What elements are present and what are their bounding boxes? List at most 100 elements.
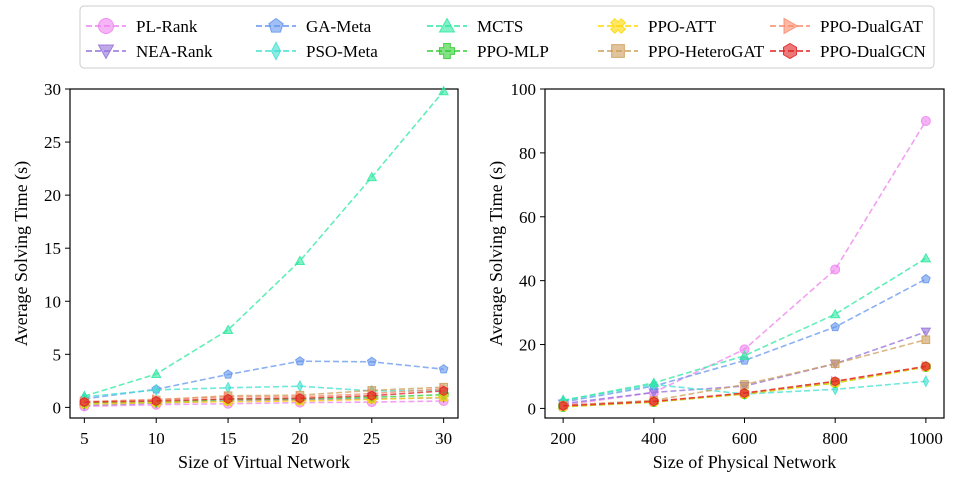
y-tick-label: 60 [519,208,536,227]
series-line-ppo-heterogat [84,386,444,403]
legend-marker-tri-up-icon [438,17,456,33]
data-point-ppo-heterogat [740,380,749,389]
legend-marker-thin-diamond-icon [270,41,282,61]
legend-label: PL-Rank [136,17,198,36]
series-ppo-dualgcn [558,361,931,411]
legend-marker-hexagon-icon [783,42,797,60]
data-point-ppo-dualgcn [151,395,161,407]
x-tick-label: 30 [435,429,452,448]
legend-item-nea-rank: NEA-Rank [86,42,213,61]
data-point-ga-meta [295,356,305,366]
y-tick-label: 80 [519,144,536,163]
series-line-ga-meta [84,360,444,400]
data-point-mcts [438,85,449,96]
series-line-pso-meta [84,385,444,398]
y-tick-label: 15 [44,239,61,258]
x-axis-label: Size of Physical Network [653,452,836,472]
y-tick-label: 10 [44,292,61,311]
legend-label: PPO-HeteroGAT [648,42,765,61]
y-axis-label: Average Solving Time (s) [486,161,507,346]
data-point-ppo-heterogat [921,335,931,345]
legend-item-ppo-dualgcn: PPO-DualGCN [770,42,926,61]
data-point-mcts [150,368,162,379]
data-point-ga-meta [830,321,841,332]
legend-label: GA-Meta [306,17,372,36]
series-line-pl-rank [84,400,444,408]
legend-item-mcts: MCTS [427,17,523,36]
legend-item-ppo-dualgat: PPO-DualGAT [770,17,924,36]
y-tick-label: 5 [53,345,62,364]
data-point-ppo-dualgcn [558,400,568,411]
series-line-mcts [562,257,927,402]
y-tick-label: 25 [44,133,61,152]
data-point-mcts [829,308,841,319]
data-point-ppo-dualgcn [295,393,305,404]
x-tick-label: 600 [732,429,758,448]
plot-frame [69,88,459,419]
data-point-nea-rank [920,327,932,338]
y-tick-label: 20 [44,186,61,205]
data-point-mcts [222,324,234,335]
data-point-ga-meta [223,369,233,379]
panel-physical-network: 200 400 600 800 1000 0 20 40 60 80 100 Size of Phys… [486,80,945,472]
y-axis-label: Average Solving Time (s) [11,161,32,346]
y-tick-label: 40 [519,272,536,291]
legend-item-ppo-att: PPO-ATT [598,17,717,36]
x-tick-label: 1000 [909,429,943,448]
x-axis-label: Size of Virtual Network [178,452,350,472]
legend-label: NEA-Rank [136,42,213,61]
x-tick-label: 5 [80,429,89,448]
series-line-ppo-mlp [84,393,444,404]
legend-label: PSO-Meta [306,42,378,61]
x-tick-label: 15 [220,429,237,448]
data-point-mcts [739,350,750,360]
legend-marker-square-icon [611,44,625,58]
legend-item-ppo-mlp: PPO-MLP [427,42,549,61]
series-ppo-dualgcn [79,385,449,408]
data-point-pso-meta [922,375,930,388]
data-point-ppo-dualgcn [439,385,449,397]
data-point-ppo-dualgcn [367,390,377,401]
legend-item-ppo-heterogat: PPO-HeteroGAT [598,42,765,61]
data-point-ppo-dualgcn [921,361,931,372]
x-tick-label: 200 [550,429,576,448]
y-tick-label: 0 [53,398,62,417]
legend-box [79,5,935,69]
x-tick-label: 400 [641,429,667,448]
data-point-mcts [294,255,306,266]
legend-item-pso-meta: PSO-Meta [256,41,378,61]
series-line-ga-meta [562,278,927,403]
series-line-ppo-dualgat [84,388,444,403]
data-point-mcts [920,252,932,263]
x-tick-label: 800 [822,429,848,448]
legend-label: PPO-DualGAT [820,17,924,36]
y-tick-label: 100 [511,80,537,99]
data-point-pso-meta [152,383,160,397]
y-tick-label: 30 [44,80,61,99]
y-tick-label: 20 [519,336,536,355]
data-point-ga-meta [920,273,931,284]
legend-marker-x-filled-icon [609,17,627,35]
series-pl-rank [558,115,931,411]
x-tick-label: 10 [148,429,165,448]
legend-item-ga-meta: GA-Meta [256,17,372,36]
data-point-ppo-dualgcn [649,396,659,407]
series-ga-meta [79,356,449,404]
legend-label: MCTS [477,17,523,36]
legend: PL-Rank NEA-Rank GA-Meta PSO-Meta MCTS PPO-ML… [86,17,926,61]
legend-label: PPO-MLP [477,42,549,61]
data-point-ga-meta [366,356,377,366]
data-point-ppo-dualgcn [223,393,233,404]
x-tick-label: 20 [291,429,308,448]
data-point-pso-meta [224,381,232,395]
data-point-ppo-dualgcn [79,397,89,408]
series-line-ppo-att [84,396,444,405]
legend-marker-circle-icon [98,18,114,34]
plot-frame [544,88,945,419]
data-point-mcts [648,377,660,387]
legend-marker-tri-right-icon [783,17,799,35]
data-point-ppo-dualgcn [740,388,749,399]
legend-marker-plus-icon [439,43,455,59]
